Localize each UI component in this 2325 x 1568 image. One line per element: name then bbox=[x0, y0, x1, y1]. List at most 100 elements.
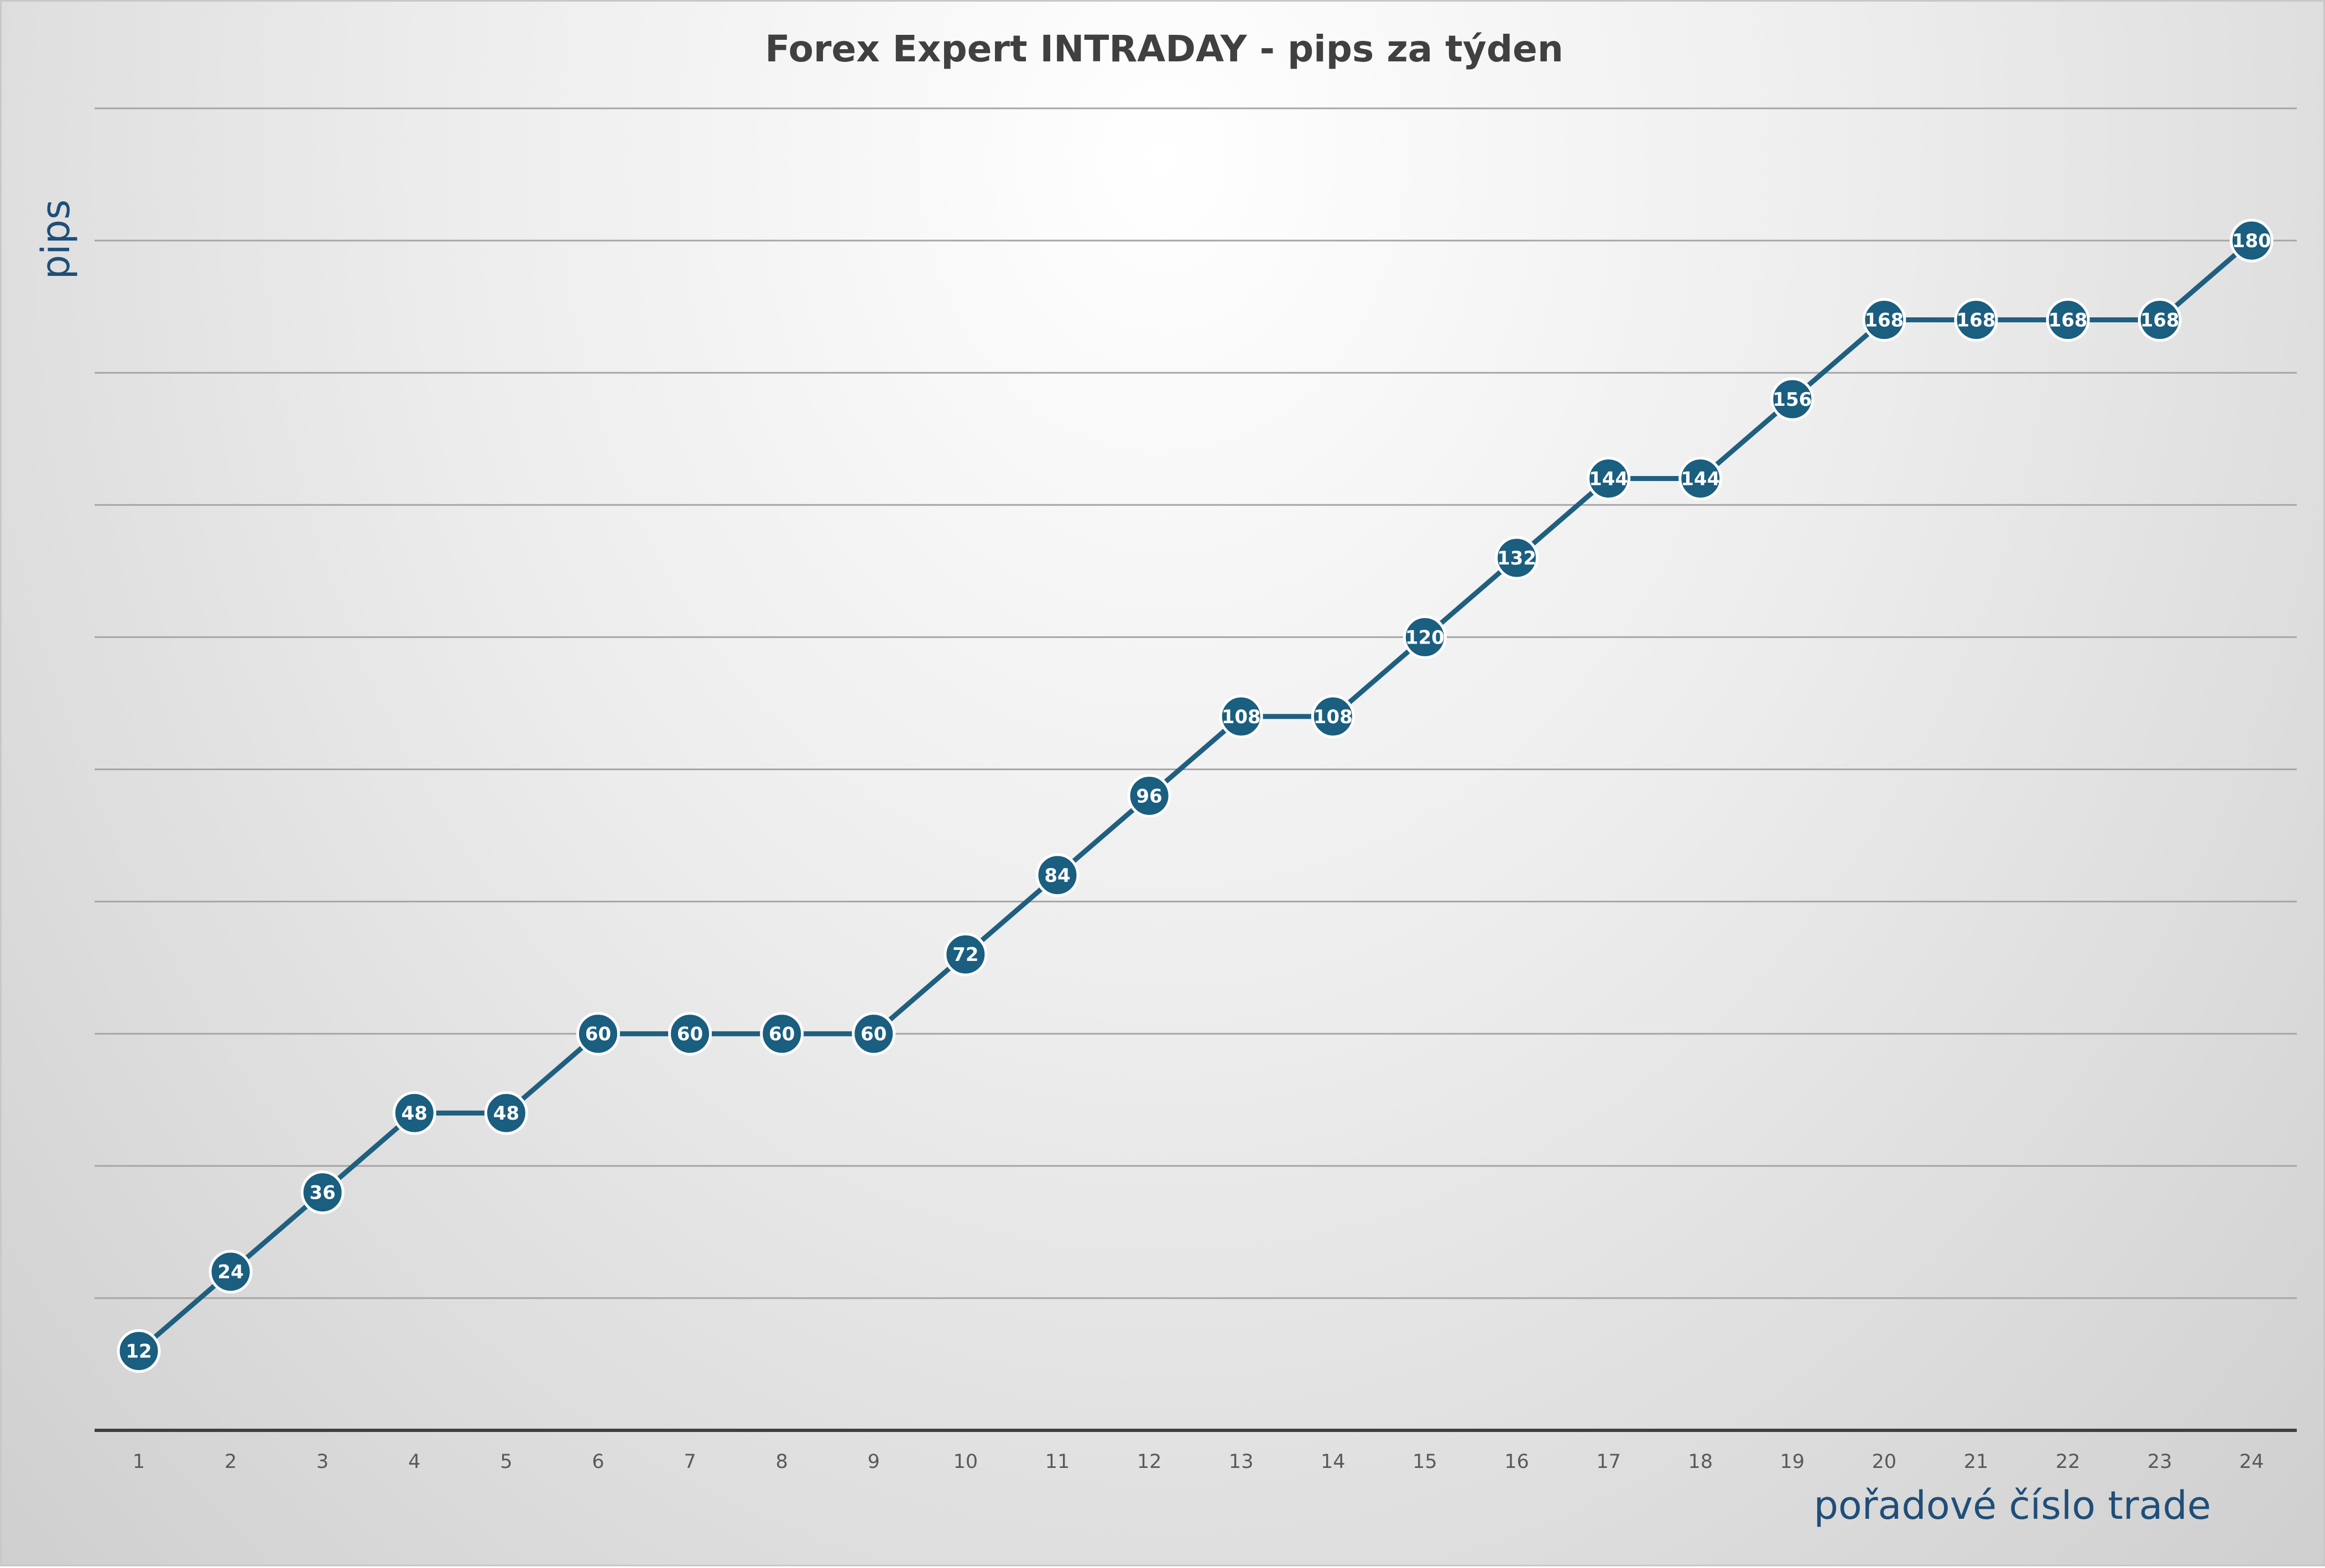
data-marker bbox=[1219, 694, 1263, 739]
data-point: 108 bbox=[1311, 694, 1355, 739]
data-label: 48 bbox=[493, 1102, 519, 1125]
x-tick-labels: 1 2 3 4 5 6 7 8 9 10 11 12 13 14 15 16 17 18 19 20 21 22 23 24 bbox=[133, 1451, 2264, 1473]
data-point: 48 bbox=[392, 1091, 436, 1135]
data-label: 60 bbox=[585, 1023, 611, 1046]
data-point: 48 bbox=[484, 1091, 528, 1135]
data-label: 108 bbox=[1313, 706, 1353, 728]
data-point: 60 bbox=[760, 1012, 804, 1056]
data-label: 48 bbox=[402, 1102, 428, 1125]
x-tick-label: 7 bbox=[684, 1451, 696, 1473]
data-point: 36 bbox=[300, 1170, 345, 1215]
data-label: 144 bbox=[1681, 468, 1720, 490]
data-point: 96 bbox=[1127, 773, 1171, 818]
x-tick-label: 16 bbox=[1504, 1451, 1529, 1473]
data-label: 168 bbox=[2048, 310, 2088, 332]
data-label: 108 bbox=[1222, 706, 1261, 728]
y-axis-title: pips bbox=[33, 200, 79, 280]
data-label: 144 bbox=[1589, 468, 1628, 490]
x-tick-label: 22 bbox=[2056, 1451, 2081, 1473]
data-label: 60 bbox=[677, 1023, 703, 1046]
data-label: 180 bbox=[2232, 230, 2271, 252]
data-marker bbox=[1587, 456, 1631, 500]
x-tick-label: 18 bbox=[1688, 1451, 1713, 1473]
data-point: 60 bbox=[852, 1012, 896, 1056]
x-tick-label: 19 bbox=[1780, 1451, 1805, 1473]
data-marker bbox=[760, 1012, 804, 1056]
x-tick-label: 4 bbox=[408, 1451, 420, 1473]
data-label: 132 bbox=[1497, 547, 1536, 569]
data-point: 180 bbox=[2229, 218, 2274, 263]
data-marker bbox=[1495, 536, 1539, 580]
data-label: 168 bbox=[2140, 310, 2180, 332]
data-point: 12 bbox=[117, 1329, 161, 1373]
data-point: 84 bbox=[1035, 853, 1080, 897]
data-marker bbox=[1311, 694, 1355, 739]
x-tick-label: 10 bbox=[953, 1451, 978, 1473]
x-tick-label: 24 bbox=[2239, 1451, 2264, 1473]
data-label: 60 bbox=[861, 1023, 887, 1046]
x-tick-label: 9 bbox=[868, 1451, 880, 1473]
data-marker bbox=[2138, 298, 2182, 342]
data-marker bbox=[668, 1012, 712, 1056]
data-marker bbox=[576, 1012, 620, 1056]
x-tick-label: 21 bbox=[1964, 1451, 1989, 1473]
data-point: 168 bbox=[1862, 298, 1906, 342]
x-tick-label: 23 bbox=[2147, 1451, 2172, 1473]
data-marker bbox=[1770, 377, 1815, 421]
x-tick-label: 12 bbox=[1137, 1451, 1162, 1473]
data-label: 168 bbox=[1864, 310, 1904, 332]
data-point: 120 bbox=[1403, 615, 1447, 659]
data-label: 84 bbox=[1044, 865, 1070, 887]
data-label: 36 bbox=[310, 1182, 336, 1204]
x-axis-title: pořadové číslo trade bbox=[1814, 1483, 2212, 1528]
x-tick-label: 14 bbox=[1321, 1451, 1346, 1473]
x-tick-label: 13 bbox=[1229, 1451, 1254, 1473]
data-markers: 12 24 36 48 48 60 60 60 60 72 84 96 108 108 120 132 144 1… bbox=[117, 218, 2274, 1373]
x-tick-label: 15 bbox=[1412, 1451, 1437, 1473]
x-tick-label: 5 bbox=[500, 1451, 512, 1473]
data-marker bbox=[1678, 456, 1723, 500]
series-polyline bbox=[137, 238, 2254, 1353]
data-point: 156 bbox=[1770, 377, 1815, 421]
data-marker bbox=[1403, 615, 1447, 659]
chart-title: Forex Expert INTRADAY - pips za týden bbox=[765, 28, 1563, 70]
data-label: 168 bbox=[1957, 310, 1996, 332]
gridlines bbox=[95, 107, 2297, 1299]
data-marker bbox=[852, 1012, 896, 1056]
data-point: 168 bbox=[2046, 298, 2090, 342]
data-point: 132 bbox=[1495, 536, 1539, 580]
data-point: 168 bbox=[1954, 298, 1998, 342]
data-label: 120 bbox=[1405, 626, 1445, 649]
data-point: 72 bbox=[943, 932, 988, 976]
data-marker bbox=[392, 1091, 436, 1135]
x-tick-label: 6 bbox=[592, 1451, 604, 1473]
x-tick-label: 3 bbox=[316, 1451, 329, 1473]
data-marker bbox=[1127, 773, 1171, 818]
data-marker bbox=[2046, 298, 2090, 342]
data-marker bbox=[1035, 853, 1080, 897]
x-tick-label: 8 bbox=[776, 1451, 788, 1473]
data-point: 144 bbox=[1678, 456, 1723, 500]
data-marker bbox=[117, 1329, 161, 1373]
data-point: 60 bbox=[576, 1012, 620, 1056]
data-point: 108 bbox=[1219, 694, 1263, 739]
data-label: 156 bbox=[1773, 389, 1812, 411]
data-label: 96 bbox=[1136, 785, 1162, 807]
data-marker bbox=[2229, 218, 2274, 263]
x-tick-label: 2 bbox=[225, 1451, 237, 1473]
x-tick-label: 11 bbox=[1045, 1451, 1070, 1473]
x-tick-label: 17 bbox=[1596, 1451, 1621, 1473]
x-tick-label: 20 bbox=[1872, 1451, 1897, 1473]
data-label: 24 bbox=[217, 1261, 243, 1283]
data-label: 12 bbox=[126, 1341, 152, 1363]
data-marker bbox=[943, 932, 988, 976]
data-label: 72 bbox=[952, 944, 978, 966]
data-point: 60 bbox=[668, 1012, 712, 1056]
x-tick-label: 1 bbox=[133, 1451, 145, 1473]
data-marker bbox=[484, 1091, 528, 1135]
data-point: 144 bbox=[1587, 456, 1631, 500]
series-line bbox=[137, 238, 2254, 1353]
data-marker bbox=[208, 1250, 253, 1294]
